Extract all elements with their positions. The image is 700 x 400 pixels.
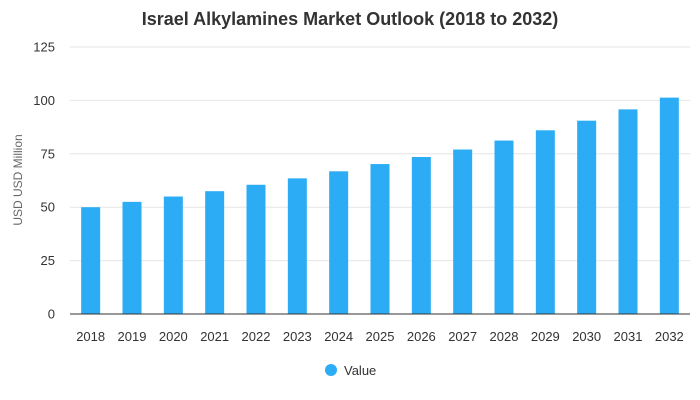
y-tick-label: 75 xyxy=(41,146,55,161)
bar-2020[interactable] xyxy=(163,196,183,314)
y-tick-label: 125 xyxy=(33,40,55,55)
bar-2031[interactable] xyxy=(618,109,638,314)
x-tick-label: 2028 xyxy=(490,329,519,344)
y-axis-label: USD USD Million xyxy=(11,134,25,225)
x-tick-label: 2030 xyxy=(572,329,601,344)
x-tick-label: 2019 xyxy=(118,329,147,344)
bar-2027[interactable] xyxy=(453,149,473,314)
legend-label-value: Value xyxy=(344,363,376,378)
y-tick-label: 50 xyxy=(41,200,55,215)
legend[interactable]: Value xyxy=(325,363,376,378)
bar-2018[interactable] xyxy=(81,207,101,314)
bar-2026[interactable] xyxy=(411,157,431,314)
x-tick-label: 2020 xyxy=(159,329,188,344)
bars xyxy=(81,97,679,314)
x-tick-label: 2029 xyxy=(531,329,560,344)
x-axis-ticks: 2018 2019 2020 2021 2022 2023 2024 2025 2026 2027… xyxy=(76,329,684,344)
x-tick-label: 2023 xyxy=(283,329,312,344)
bar-2030[interactable] xyxy=(577,120,597,314)
x-tick-label: 2027 xyxy=(448,329,477,344)
y-axis-ticks: 0 25 50 75 100 125 xyxy=(33,40,55,322)
x-tick-label: 2031 xyxy=(614,329,643,344)
bar-2029[interactable] xyxy=(535,130,555,314)
bar-2023[interactable] xyxy=(287,178,307,314)
x-tick-label: 2024 xyxy=(324,329,353,344)
y-tick-label: 25 xyxy=(41,253,55,268)
x-tick-label: 2021 xyxy=(200,329,229,344)
bar-2021[interactable] xyxy=(205,191,225,314)
x-tick-label: 2025 xyxy=(366,329,395,344)
bar-2025[interactable] xyxy=(370,164,390,314)
chart-title: Israel Alkylamines Market Outlook (2018 … xyxy=(142,9,559,29)
y-tick-label: 0 xyxy=(48,307,55,322)
x-tick-label: 2022 xyxy=(242,329,271,344)
legend-swatch-value xyxy=(325,364,337,376)
x-tick-label: 2032 xyxy=(655,329,684,344)
bar-2032[interactable] xyxy=(659,97,679,314)
y-tick-label: 100 xyxy=(33,93,55,108)
bar-2019[interactable] xyxy=(122,201,142,314)
bar-2024[interactable] xyxy=(329,171,349,314)
x-tick-label: 2026 xyxy=(407,329,436,344)
x-tick-label: 2018 xyxy=(76,329,105,344)
bar-2028[interactable] xyxy=(494,140,514,314)
bar-2022[interactable] xyxy=(246,184,266,314)
